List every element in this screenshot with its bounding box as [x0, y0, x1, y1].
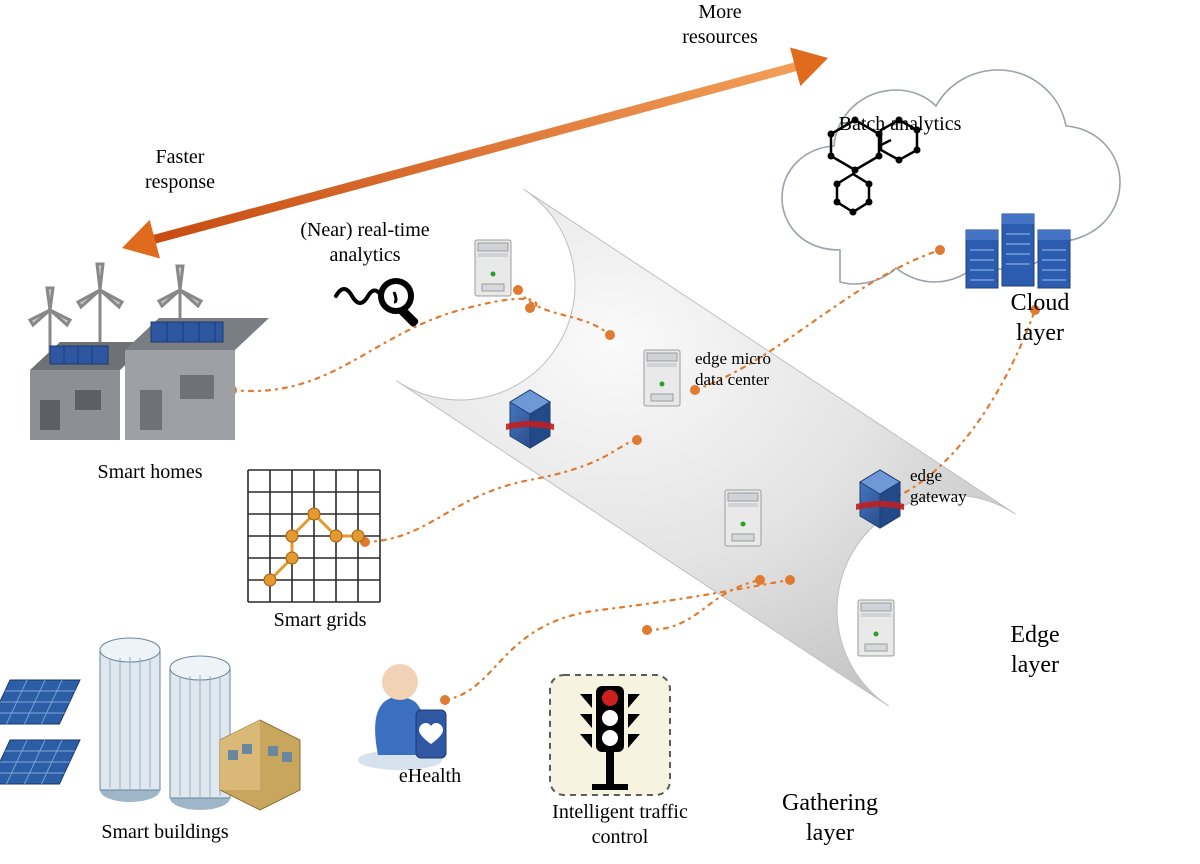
label-batch-analytics: Batch analytics [790, 112, 1010, 137]
label-cloud-layer: Cloudlayer [965, 288, 1115, 348]
label-realtime-analytics: (Near) real-timeanalytics [255, 218, 475, 268]
traffic-light-icon [550, 675, 670, 795]
diagram-svg [0, 0, 1200, 864]
label-faster-response: Fasterresponse [90, 145, 270, 195]
server-icon [858, 600, 894, 656]
label-ehealth: eHealth [350, 764, 510, 789]
label-more-resources: Moreresources [620, 0, 820, 50]
label-smart-buildings: Smart buildings [55, 820, 275, 845]
server-icon [725, 490, 761, 546]
label-traffic: Intelligent trafficcontrol [500, 800, 740, 850]
label-edge-gateway: edgegateway [910, 465, 1050, 508]
label-edge-layer: Edgelayer [955, 620, 1115, 680]
label-gathering-layer: Gatheringlayer [720, 788, 940, 848]
label-smart-grids: Smart grids [230, 608, 410, 633]
ehealth-icon [358, 664, 446, 770]
smart-buildings-icon [0, 638, 300, 810]
label-smart-homes: Smart homes [50, 460, 250, 485]
server-icon [644, 350, 680, 406]
diagram-stage: Moreresources Fasterresponse (Near) real… [0, 0, 1200, 864]
label-edge-micro: edge microdata center [695, 348, 855, 391]
server-icon [475, 240, 511, 296]
magnifier-icon [336, 281, 420, 328]
smart-grid-icon [248, 470, 380, 602]
smart-homes-icon [30, 264, 269, 440]
